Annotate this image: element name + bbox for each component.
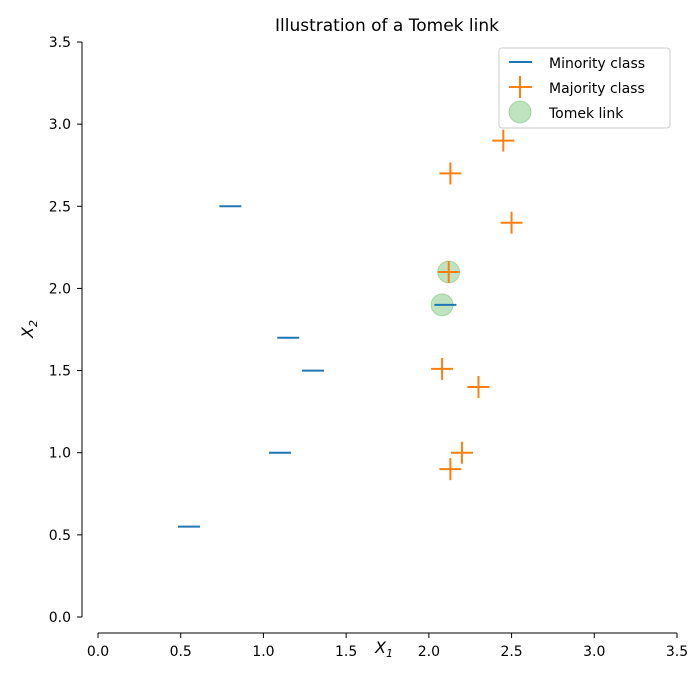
- x-tick-label: 2.0: [418, 644, 440, 660]
- y-axis-label-subscript: 2: [27, 320, 40, 327]
- x-axis-label-main: X: [374, 638, 387, 657]
- y-axis-label-main: X: [18, 326, 37, 339]
- y-tick-label: 1.5: [49, 364, 71, 380]
- x-tick-label: 1.0: [252, 644, 274, 660]
- y-tick-label: 2.0: [49, 281, 71, 297]
- x-tick-label: 0.5: [170, 644, 192, 660]
- x-axis-ticks: 0.0 0.5 1.0 1.5 2.0 2.5 3.0 3.5: [87, 633, 688, 660]
- majority-point: [450, 441, 473, 464]
- majority-point: [467, 376, 490, 398]
- legend-label-majority: Majority class: [549, 81, 645, 97]
- chart-title: Illustration of a Tomek link: [275, 16, 499, 36]
- majority-point: [439, 458, 462, 481]
- majority-point: [431, 357, 454, 380]
- majority-point: [437, 261, 460, 283]
- x-tick-label: 0.0: [87, 644, 109, 660]
- y-axis-label: X2: [18, 320, 40, 339]
- legend-label-minority: Minority class: [549, 56, 645, 72]
- x-tick-label: 3.0: [583, 644, 605, 660]
- legend-label-tomek: Tomek link: [548, 106, 624, 122]
- y-tick-label: 0.5: [49, 528, 71, 544]
- legend-marker-tomek: [508, 100, 532, 124]
- y-tick-label: 2.5: [49, 199, 71, 215]
- data-points: [177, 129, 523, 528]
- majority-point: [492, 129, 515, 152]
- y-tick-label: 0.0: [49, 610, 71, 626]
- legend-box: [498, 47, 671, 129]
- x-axis-label: X1: [374, 638, 393, 660]
- x-tick-label: 3.5: [666, 644, 688, 660]
- x-tick-label: 2.5: [500, 644, 522, 660]
- x-tick-label: 1.5: [335, 644, 357, 660]
- legend: Minority class Majority class Tomek link: [498, 47, 671, 129]
- majority-point: [500, 211, 523, 234]
- y-tick-label: 3.0: [49, 117, 71, 133]
- y-tick-label: 3.5: [49, 35, 71, 51]
- y-tick-label: 1.0: [49, 446, 71, 462]
- majority-point: [439, 162, 462, 185]
- x-axis-label-subscript: 1: [386, 647, 393, 660]
- y-axis-ticks: 0.0 0.5 1.0 1.5 2.0 2.5 3.0 3.5: [49, 35, 82, 626]
